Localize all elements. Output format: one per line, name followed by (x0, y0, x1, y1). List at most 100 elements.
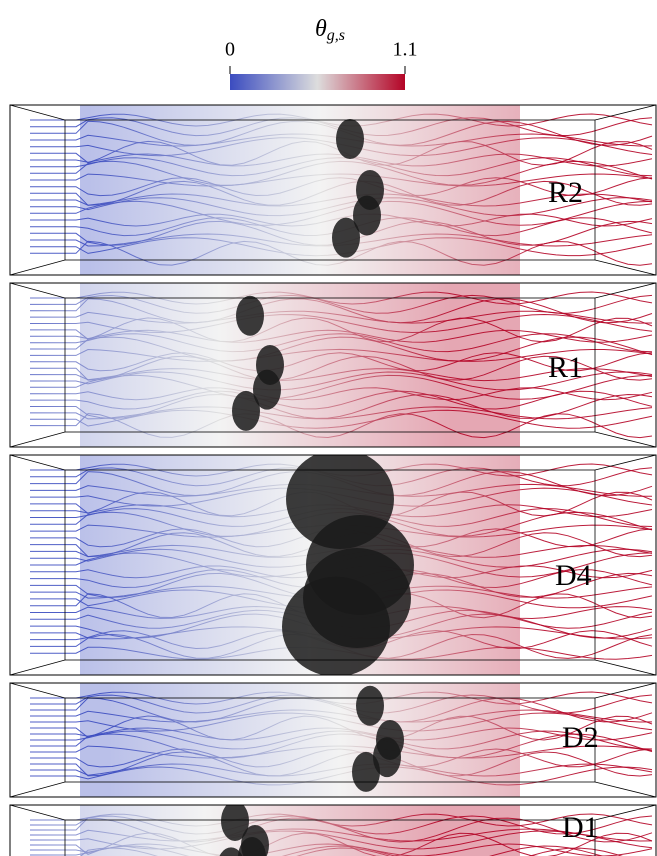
streamline (30, 843, 653, 856)
domain-edge (9, 454, 66, 471)
streamline (30, 317, 653, 343)
streamline (30, 200, 653, 226)
panel-content (30, 683, 653, 797)
solid-particle (221, 805, 249, 841)
domain-edge (594, 659, 657, 676)
domain-box (64, 697, 596, 783)
domain-edge (9, 804, 66, 821)
streamline (30, 310, 653, 324)
streamline (30, 813, 653, 827)
streamline (30, 733, 653, 759)
panel-label: R2 (548, 176, 583, 209)
streamline (80, 847, 623, 856)
domain-box (64, 297, 596, 433)
streamline (30, 830, 653, 850)
domain-edge (594, 104, 657, 121)
domain-edge (594, 259, 657, 276)
solid-particle (356, 685, 384, 726)
solid-particle (238, 837, 266, 856)
panel-label: D1 (562, 811, 599, 844)
streamline (30, 157, 653, 177)
streamline (30, 173, 653, 187)
streamline (30, 177, 653, 197)
panel-content (30, 283, 653, 447)
domain-edge (594, 454, 657, 471)
domain-box (64, 819, 596, 856)
panel-content (30, 805, 653, 856)
streamline (30, 336, 653, 362)
solid-particle (373, 737, 401, 778)
domain-edge (9, 781, 66, 798)
domain-box (64, 119, 596, 261)
streamline (30, 193, 653, 207)
streamline (30, 368, 653, 382)
streamline (30, 329, 653, 343)
colorbar-label: θg,s (315, 16, 345, 44)
streamline (30, 697, 653, 723)
solid-particle (219, 847, 243, 856)
panel-frame (9, 104, 657, 276)
streamline (30, 291, 653, 305)
streamline (30, 745, 653, 759)
solid-particle (336, 119, 364, 159)
streamline (30, 766, 653, 786)
solid-particle (253, 369, 281, 410)
panel: R2 (9, 104, 657, 276)
streamline (30, 748, 653, 768)
streamline (30, 393, 653, 420)
streamline (30, 751, 653, 777)
streamline (30, 355, 653, 381)
streamline (30, 348, 653, 362)
streamline (30, 691, 653, 705)
streamline (30, 409, 653, 429)
streamline (30, 240, 653, 266)
streamline (30, 406, 653, 420)
panel-label: R1 (548, 351, 583, 384)
porous-medium (80, 283, 520, 447)
streamline (30, 709, 653, 723)
domain-edge (9, 431, 66, 448)
streamline (30, 213, 653, 227)
panels: R2 R1 D4 D2 D1 (9, 104, 657, 856)
domain-edge (9, 104, 66, 121)
streamline (30, 333, 653, 353)
domain-box (64, 469, 596, 661)
domain-edge (9, 282, 66, 299)
domain-edge (594, 781, 657, 798)
panel-label: D4 (555, 559, 592, 592)
panel-content (30, 105, 653, 275)
panel: R1 (9, 282, 657, 448)
panel-frame (9, 282, 657, 448)
colorbar-tick-label: 1.1 (393, 39, 418, 61)
panel-frame (9, 454, 657, 676)
domain-edge (9, 659, 66, 676)
streamline (30, 730, 653, 750)
colorbar-symbol: θ (315, 16, 327, 42)
streamline (30, 352, 653, 372)
domain-edge (594, 682, 657, 699)
streamline (30, 371, 653, 391)
domain-edge (9, 259, 66, 276)
streamline (30, 715, 653, 741)
colorbar-subscript: g,s (327, 27, 345, 44)
panel: D4 (9, 454, 657, 676)
streamline (30, 298, 653, 324)
streamline (30, 763, 653, 777)
panel-frame (9, 682, 657, 798)
streamline (30, 387, 653, 401)
streamline (30, 197, 653, 217)
solid-particle (232, 390, 260, 431)
streamline (30, 390, 653, 410)
streamline (30, 413, 653, 439)
panel-label: D2 (562, 721, 599, 754)
streamline (30, 845, 605, 856)
streamline (30, 160, 653, 186)
domain-edge (594, 282, 657, 299)
streamline (30, 817, 653, 843)
porous-medium (80, 683, 520, 797)
solid-particle (303, 548, 411, 648)
domain-edge (9, 682, 66, 699)
streamline (30, 832, 653, 856)
